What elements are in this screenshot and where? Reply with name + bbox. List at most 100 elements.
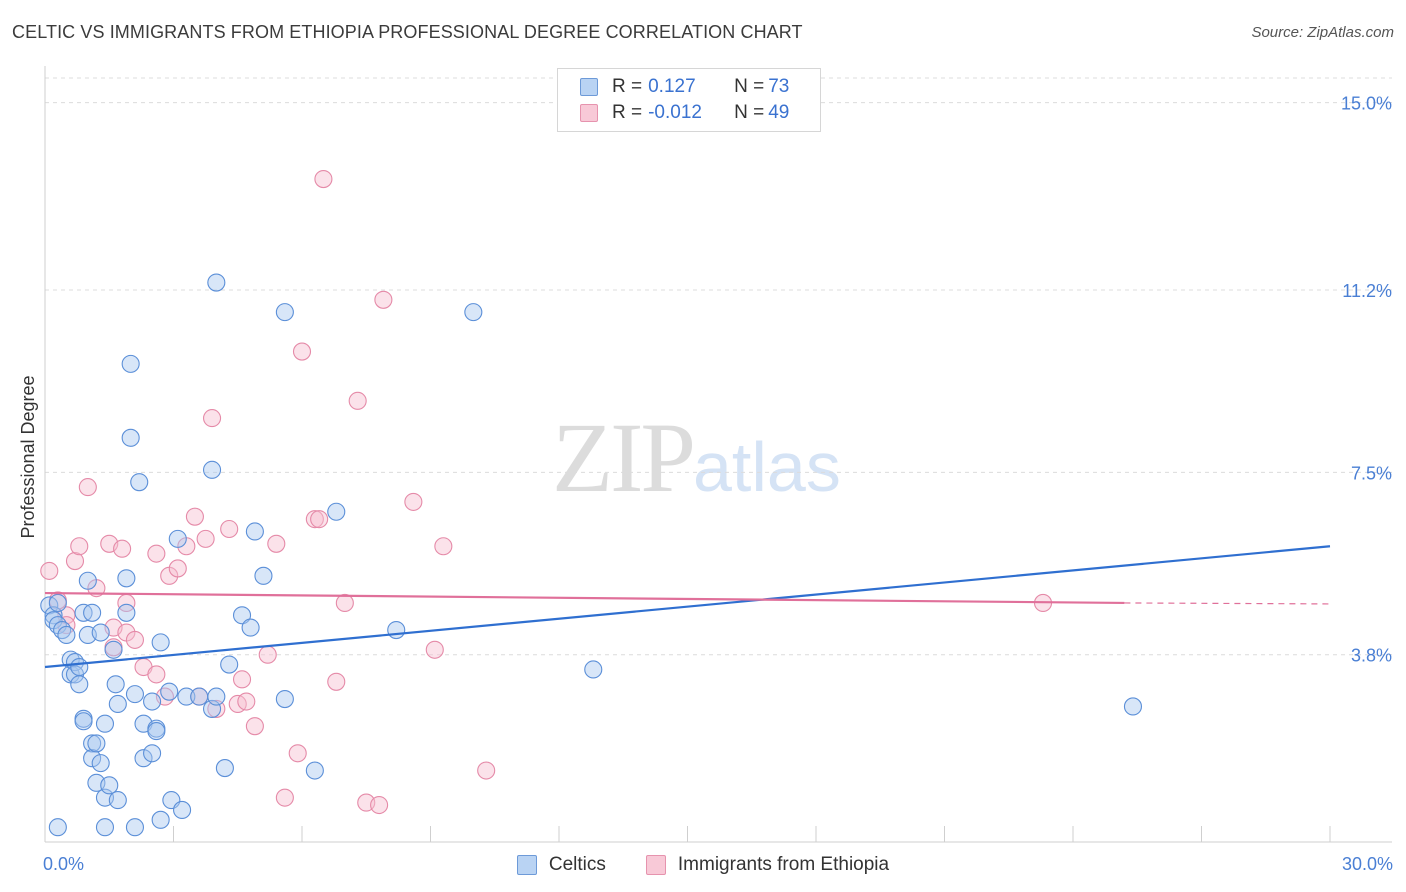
immigrants-point bbox=[275, 788, 294, 807]
y-tick-label: 3.8% bbox=[1351, 646, 1392, 666]
celtics-point bbox=[48, 593, 67, 612]
immigrants-point bbox=[310, 510, 329, 529]
legend-r-value: 0.127 bbox=[648, 76, 696, 97]
immigrants-point bbox=[374, 290, 393, 309]
legend-label-celtics: Celtics bbox=[548, 854, 606, 875]
celtics-point bbox=[117, 569, 136, 588]
celtics-point bbox=[106, 675, 125, 694]
immigrants-point bbox=[434, 537, 453, 556]
celtics-point bbox=[78, 571, 97, 590]
immigrants-point bbox=[78, 478, 97, 497]
x-tick-label: 0.0% bbox=[43, 854, 84, 874]
immigrants-point bbox=[370, 795, 389, 815]
celtics-point bbox=[125, 685, 144, 704]
immigrants-point bbox=[40, 561, 59, 580]
celtics-points bbox=[40, 273, 1143, 837]
celtics-point bbox=[108, 791, 127, 810]
immigrants-point bbox=[232, 670, 252, 689]
celtics-point bbox=[464, 303, 483, 322]
immigrants-point bbox=[113, 539, 132, 558]
legend-item-celtics: Celtics bbox=[516, 854, 606, 876]
legend-r-label: R = bbox=[612, 76, 643, 97]
immigrants-point bbox=[288, 744, 307, 763]
y-tick-label: 15.0% bbox=[1341, 94, 1392, 114]
immigrants-point bbox=[237, 692, 256, 711]
immigrants-point bbox=[168, 559, 187, 578]
legend-n-label: N = bbox=[734, 102, 765, 123]
y-tick-label: 11.2% bbox=[1342, 281, 1392, 301]
celtics-point bbox=[387, 621, 406, 640]
celtics-point bbox=[254, 566, 273, 585]
y-axis-label: Professional Degree bbox=[18, 375, 38, 538]
celtics-point bbox=[584, 660, 603, 679]
celtics-point bbox=[305, 761, 324, 780]
immigrants-point bbox=[203, 409, 222, 428]
celtics-point bbox=[95, 714, 115, 733]
celtics-point bbox=[173, 800, 192, 820]
legend-swatch-pink bbox=[580, 104, 598, 122]
celtics-point bbox=[48, 818, 67, 837]
celtics-point bbox=[1123, 697, 1143, 716]
legend-item-immigrants: Immigrants from Ethiopia bbox=[645, 854, 890, 876]
celtics-point bbox=[147, 722, 166, 741]
celtics-point bbox=[70, 675, 89, 694]
watermark: ZIPatlas bbox=[552, 400, 841, 515]
immigrants-point bbox=[65, 551, 85, 571]
immigrants-point bbox=[147, 544, 166, 563]
stats-legend: R = 0.127 N = 73 R = -0.012 N = 49 bbox=[557, 68, 821, 132]
immigrants-point bbox=[245, 717, 264, 736]
celtics-point bbox=[215, 759, 234, 778]
celtics-point bbox=[245, 522, 264, 541]
immigrants-point bbox=[258, 645, 277, 664]
celtics-point bbox=[91, 623, 110, 642]
celtics-point bbox=[220, 655, 239, 674]
immigrants-point bbox=[70, 537, 89, 556]
legend-swatch-blue bbox=[580, 78, 598, 96]
celtics-point bbox=[95, 818, 115, 837]
celtics-point bbox=[241, 618, 260, 637]
celtics-point bbox=[134, 749, 153, 768]
celtics-point bbox=[130, 473, 149, 492]
legend-n-value: 73 bbox=[768, 76, 790, 97]
celtics-point bbox=[232, 606, 252, 625]
legend-n-label: N = bbox=[734, 76, 765, 97]
tick-labels: 3.8% 7.5% 11.2% 15.0% 0.0% 30.0% bbox=[43, 94, 1393, 874]
celtics-point bbox=[91, 754, 110, 773]
celtics-point bbox=[207, 273, 226, 292]
celtics-point bbox=[104, 640, 123, 659]
watermark-atlas: atlas bbox=[693, 428, 841, 506]
series-legend: Celtics Immigrants from Ethiopia bbox=[0, 852, 1406, 878]
legend-row-immigrants: R = -0.012 N = 49 bbox=[580, 100, 789, 126]
y-tick-label: 7.5% bbox=[1351, 463, 1392, 483]
celtics-point bbox=[83, 749, 102, 768]
celtics-point bbox=[143, 744, 162, 763]
celtics-point bbox=[177, 687, 196, 706]
celtics-point bbox=[190, 687, 209, 706]
immigrants-point bbox=[314, 169, 333, 189]
celtics-point bbox=[125, 818, 144, 837]
immigrants-point bbox=[267, 534, 286, 553]
celtics-point bbox=[203, 460, 222, 479]
legend-row-celtics: R = 0.127 N = 73 bbox=[580, 74, 789, 100]
source-label: Source: ZipAtlas.com bbox=[1251, 24, 1394, 41]
immigrants-point bbox=[207, 699, 226, 718]
celtics-point bbox=[207, 687, 226, 706]
immigrants-point bbox=[125, 630, 144, 649]
celtics-point bbox=[83, 603, 102, 622]
immigrants-point bbox=[292, 342, 312, 361]
immigrants-point bbox=[425, 640, 444, 659]
celtics-point bbox=[121, 354, 140, 373]
immigrants-point bbox=[477, 761, 496, 780]
celtics-point bbox=[327, 502, 346, 521]
x-tick-label: 30.0% bbox=[1342, 854, 1393, 874]
celtics-point bbox=[87, 734, 106, 753]
immigrants-point bbox=[327, 672, 346, 691]
celtics-point bbox=[100, 776, 119, 795]
legend-r-value: -0.012 bbox=[648, 102, 702, 123]
celtics-point bbox=[83, 734, 102, 753]
legend-label-immigrants: Immigrants from Ethiopia bbox=[677, 854, 890, 875]
immigrants-point bbox=[220, 519, 239, 539]
immigrants-points bbox=[40, 169, 1053, 815]
celtics-point bbox=[74, 712, 93, 731]
